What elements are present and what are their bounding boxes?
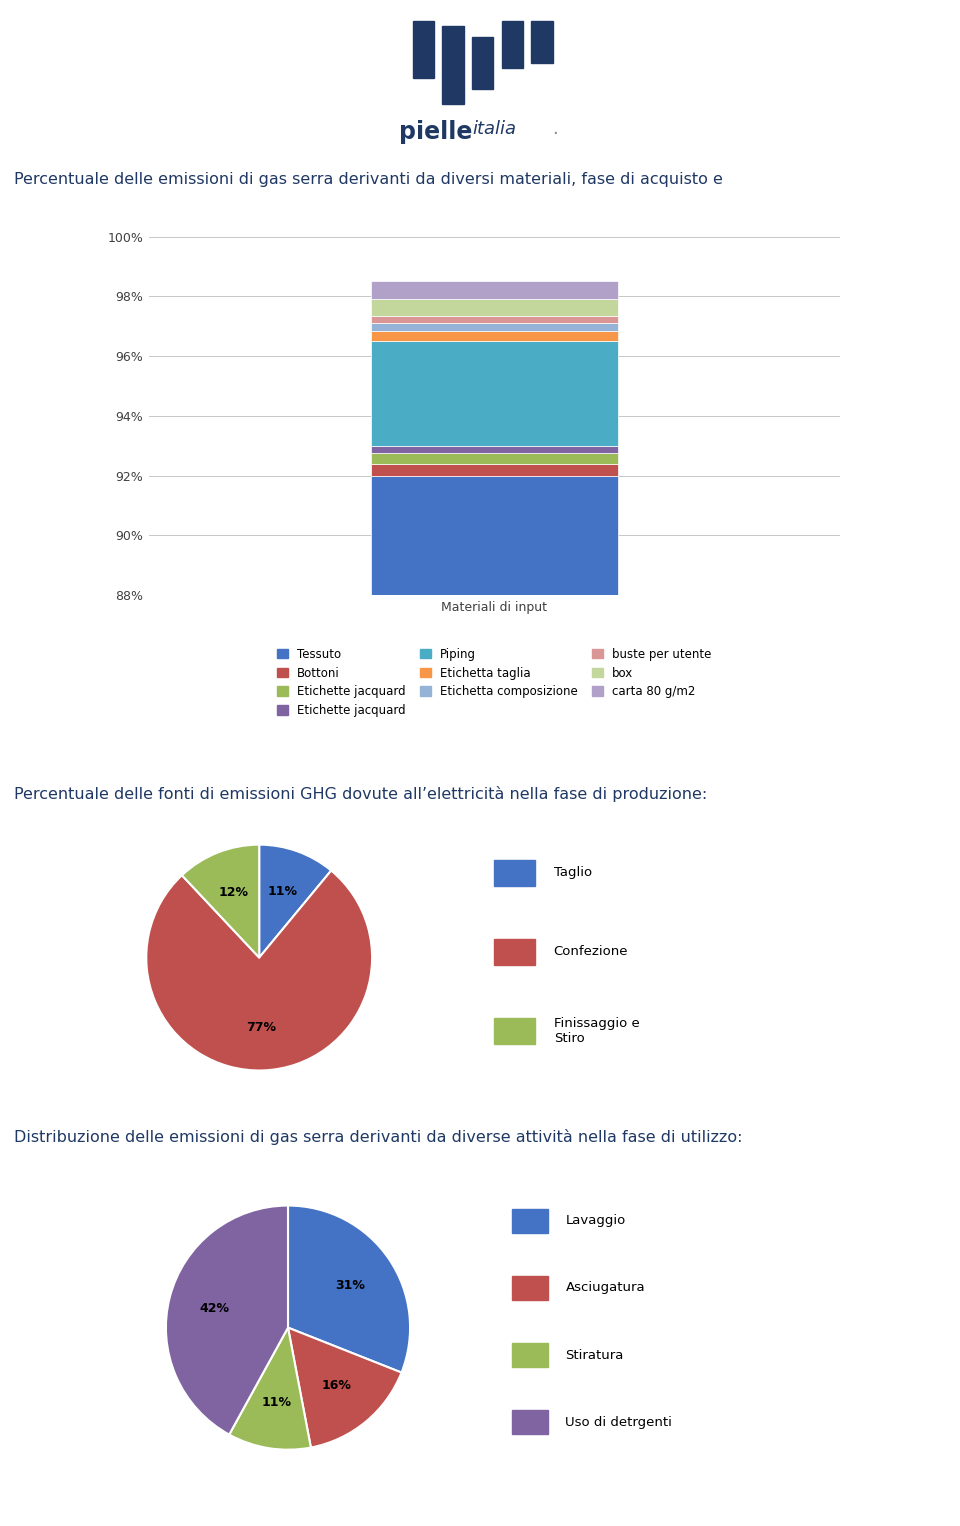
Bar: [371, 331, 618, 342]
Wedge shape: [288, 1328, 401, 1448]
Wedge shape: [288, 1206, 410, 1372]
Text: Percentuale delle fonti di emissioni GHG dovute all’elettricità nella fase di pr: Percentuale delle fonti di emissioni GHG…: [14, 786, 708, 801]
Text: 12%: 12%: [219, 887, 249, 899]
Wedge shape: [146, 870, 372, 1070]
Bar: [531, 21, 553, 63]
Bar: [371, 281, 618, 299]
Bar: [371, 299, 618, 316]
Text: italia: italia: [472, 119, 516, 137]
Text: Lavaggio: Lavaggio: [565, 1215, 626, 1227]
Text: Distribuzione delle emissioni di gas serra derivanti da diverse attività nella f: Distribuzione delle emissioni di gas ser…: [14, 1129, 743, 1144]
Text: .: .: [553, 119, 559, 137]
Bar: [413, 21, 434, 78]
Wedge shape: [166, 1206, 288, 1434]
Text: Asciugatura: Asciugatura: [565, 1282, 645, 1294]
Bar: [371, 453, 618, 464]
Bar: [371, 316, 618, 324]
Text: 77%: 77%: [247, 1021, 276, 1035]
Wedge shape: [181, 845, 259, 958]
Wedge shape: [259, 845, 331, 958]
Bar: [493, 861, 536, 885]
Text: 42%: 42%: [200, 1302, 229, 1315]
Bar: [371, 324, 618, 331]
Bar: [371, 446, 618, 453]
Text: Stiratura: Stiratura: [565, 1349, 624, 1361]
Bar: [513, 1343, 548, 1367]
Text: Taglio: Taglio: [554, 867, 592, 879]
Text: pielle: pielle: [398, 119, 472, 143]
Text: Uso di detrgenti: Uso di detrgenti: [565, 1416, 672, 1428]
Bar: [371, 342, 618, 446]
Legend: Tessuto, Bottoni, Etichette jacquard, Etichette jacquard, Piping, Etichetta tagl: Tessuto, Bottoni, Etichette jacquard, Et…: [277, 647, 711, 717]
Text: 11%: 11%: [268, 885, 298, 899]
Text: Percentuale delle emissioni di gas serra derivanti da diversi materiali, fase di: Percentuale delle emissioni di gas serra…: [14, 172, 723, 186]
Bar: [513, 1276, 548, 1300]
Text: 11%: 11%: [261, 1396, 291, 1408]
Bar: [443, 26, 464, 104]
Text: 16%: 16%: [322, 1380, 351, 1392]
Bar: [513, 1410, 548, 1434]
Bar: [472, 37, 493, 89]
Bar: [371, 476, 618, 595]
Bar: [493, 1018, 536, 1044]
Wedge shape: [229, 1328, 311, 1450]
Bar: [513, 1209, 548, 1233]
Bar: [493, 938, 536, 964]
Text: 31%: 31%: [336, 1279, 366, 1291]
Bar: [371, 464, 618, 476]
Bar: [501, 21, 523, 67]
Text: Confezione: Confezione: [554, 946, 628, 958]
Text: Finissaggio e
Stiro: Finissaggio e Stiro: [554, 1016, 639, 1045]
